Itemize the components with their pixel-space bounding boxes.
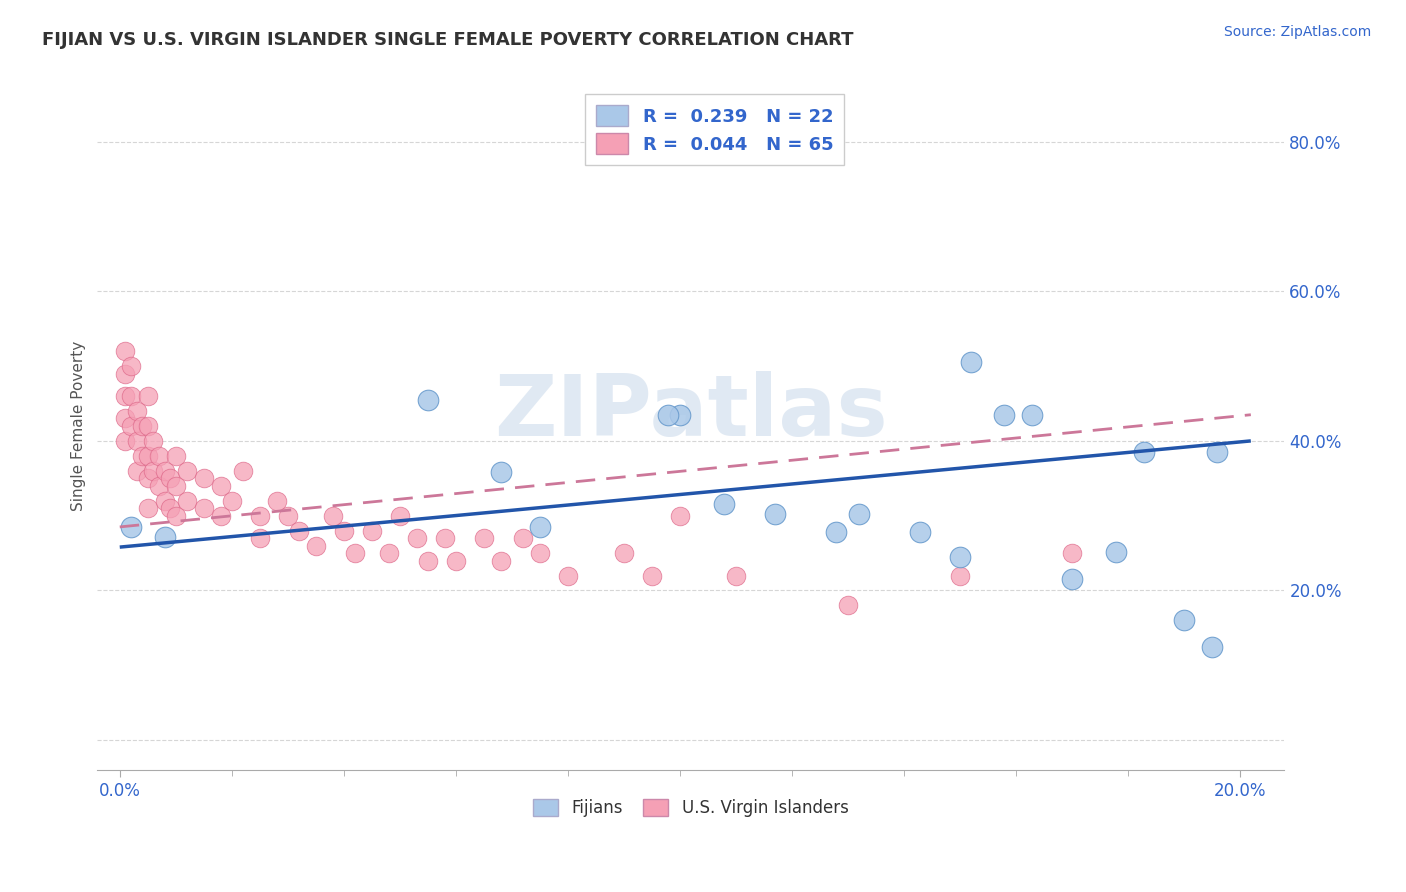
Point	[1133, 445, 1156, 459]
Point	[193, 471, 215, 485]
Point	[1201, 640, 1223, 654]
Point	[131, 449, 153, 463]
Point	[360, 524, 382, 538]
Point	[153, 530, 176, 544]
Point	[848, 507, 870, 521]
Point	[114, 367, 136, 381]
Point	[1173, 614, 1195, 628]
Point	[114, 344, 136, 359]
Point	[131, 419, 153, 434]
Point	[388, 508, 411, 523]
Point	[249, 531, 271, 545]
Point	[557, 568, 579, 582]
Point	[136, 471, 159, 485]
Point	[1021, 408, 1043, 422]
Text: ZIPatlas: ZIPatlas	[494, 371, 887, 454]
Point	[713, 498, 735, 512]
Point	[221, 493, 243, 508]
Point	[949, 568, 972, 582]
Point	[148, 479, 170, 493]
Point	[114, 389, 136, 403]
Point	[165, 508, 187, 523]
Point	[277, 508, 299, 523]
Point	[148, 449, 170, 463]
Point	[489, 553, 512, 567]
Point	[416, 392, 439, 407]
Point	[159, 471, 181, 485]
Point	[136, 449, 159, 463]
Point	[159, 501, 181, 516]
Point	[114, 434, 136, 448]
Point	[489, 466, 512, 480]
Point	[444, 553, 467, 567]
Text: FIJIAN VS U.S. VIRGIN ISLANDER SINGLE FEMALE POVERTY CORRELATION CHART: FIJIAN VS U.S. VIRGIN ISLANDER SINGLE FE…	[42, 31, 853, 49]
Point	[165, 449, 187, 463]
Point	[641, 568, 664, 582]
Point	[433, 531, 456, 545]
Point	[176, 493, 198, 508]
Point	[120, 359, 142, 373]
Point	[332, 524, 354, 538]
Point	[322, 508, 344, 523]
Point	[125, 434, 148, 448]
Point	[193, 501, 215, 516]
Point	[114, 411, 136, 425]
Point	[668, 508, 690, 523]
Point	[763, 507, 786, 521]
Point	[472, 531, 495, 545]
Point	[153, 464, 176, 478]
Point	[142, 434, 165, 448]
Point	[153, 493, 176, 508]
Point	[249, 508, 271, 523]
Point	[668, 408, 690, 422]
Text: Source: ZipAtlas.com: Source: ZipAtlas.com	[1223, 25, 1371, 39]
Point	[657, 408, 679, 422]
Point	[1060, 546, 1083, 560]
Point	[125, 464, 148, 478]
Point	[120, 520, 142, 534]
Point	[305, 539, 328, 553]
Point	[910, 525, 932, 540]
Point	[529, 520, 551, 534]
Point	[266, 493, 288, 508]
Point	[529, 546, 551, 560]
Point	[343, 546, 366, 560]
Point	[949, 549, 972, 564]
Point	[125, 404, 148, 418]
Point	[120, 419, 142, 434]
Point	[724, 568, 747, 582]
Point	[960, 355, 983, 369]
Point	[377, 546, 399, 560]
Point	[405, 531, 427, 545]
Point	[837, 599, 859, 613]
Point	[613, 546, 636, 560]
Point	[165, 479, 187, 493]
Point	[232, 464, 254, 478]
Point	[993, 408, 1015, 422]
Point	[136, 389, 159, 403]
Point	[1105, 544, 1128, 558]
Legend: Fijians, U.S. Virgin Islanders: Fijians, U.S. Virgin Islanders	[527, 792, 855, 823]
Point	[825, 525, 848, 540]
Point	[416, 553, 439, 567]
Point	[288, 524, 311, 538]
Point	[120, 389, 142, 403]
Point	[209, 508, 232, 523]
Point	[176, 464, 198, 478]
Point	[512, 531, 534, 545]
Point	[136, 419, 159, 434]
Point	[1206, 445, 1229, 459]
Point	[209, 479, 232, 493]
Y-axis label: Single Female Poverty: Single Female Poverty	[72, 341, 86, 511]
Point	[142, 464, 165, 478]
Point	[1060, 572, 1083, 586]
Point	[136, 501, 159, 516]
